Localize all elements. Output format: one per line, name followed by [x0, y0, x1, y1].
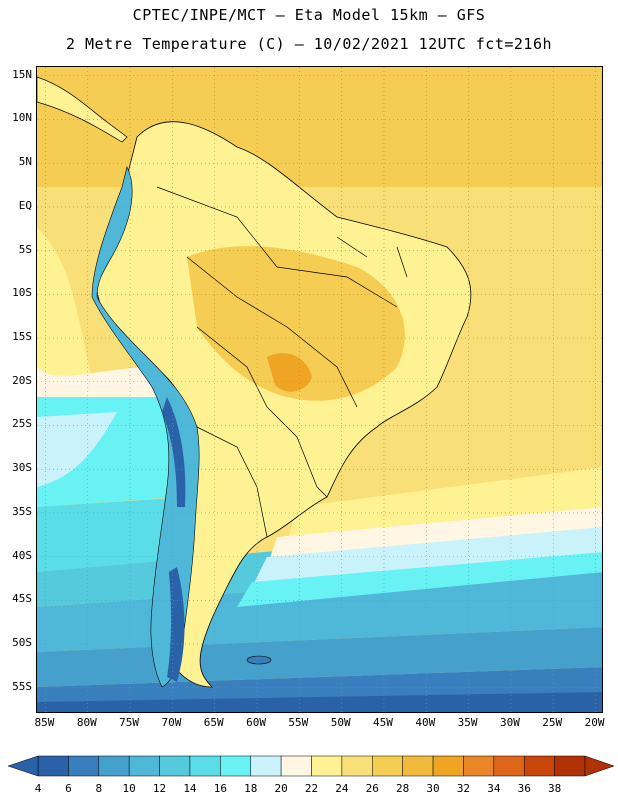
colorbar-swatch — [372, 755, 403, 777]
colorbar-label: 20 — [274, 782, 288, 795]
colorbar-label: 16 — [213, 782, 227, 795]
lat-label: 30S — [12, 461, 32, 475]
lon-label: 25W — [542, 716, 563, 729]
lon-label: 75W — [119, 716, 140, 729]
colorbar-swatch — [68, 755, 100, 777]
lat-label: 55S — [12, 679, 32, 693]
colorbar-max-arrow — [584, 755, 615, 777]
pacific-cool-2 — [37, 412, 117, 487]
patagonia-coldest — [167, 567, 185, 682]
lon-label: 80W — [76, 716, 97, 729]
atlantic-band-3 — [252, 527, 602, 587]
lat-label: EQ — [18, 198, 32, 212]
atlantic-band-4 — [237, 552, 602, 607]
colorbar-label: 36 — [517, 782, 531, 795]
colorbar-swatch — [250, 755, 282, 777]
pantanal-hot-spot — [267, 353, 312, 392]
colorbar-swatch — [463, 755, 495, 777]
colorbar-swatch — [220, 755, 251, 777]
colorbar-swatch — [341, 755, 373, 777]
colorbar-swatch — [523, 755, 555, 777]
colorbar-swatch — [280, 755, 312, 777]
lon-label: 20W — [584, 716, 605, 729]
graticule — [37, 67, 602, 712]
lat-label: 15S — [12, 330, 32, 344]
title-line-1: CPTEC/INPE/MCT – Eta Model 15km – GFS — [132, 6, 486, 24]
south-band-5 — [37, 692, 602, 712]
colorbar-label: 34 — [487, 782, 501, 795]
lon-label: 50W — [330, 716, 351, 729]
colorbar-label: 18 — [244, 782, 258, 795]
colorbar-label: 30 — [426, 782, 440, 795]
colorbar — [7, 755, 615, 777]
lat-label: 5N — [18, 155, 32, 169]
lat-label: 50S — [12, 636, 32, 650]
country-borders — [156, 186, 408, 538]
colorbar-swatch — [189, 755, 221, 777]
central-america-landmass — [37, 76, 128, 143]
lat-label: 40S — [12, 548, 32, 562]
lon-label: 35W — [457, 716, 478, 729]
pacific-band-1 — [37, 227, 97, 397]
colorbar-label: 14 — [183, 782, 197, 795]
colorbar-swatch — [37, 755, 69, 777]
lat-label: 25S — [12, 417, 32, 431]
andes-coldest — [162, 397, 186, 507]
amazon-warm-area — [187, 246, 405, 401]
lat-label: 20S — [12, 373, 32, 387]
colorbar-label: 6 — [65, 782, 72, 795]
lat-label: 35S — [12, 504, 32, 518]
colorbar-label: 22 — [304, 782, 319, 795]
lon-label: 60W — [246, 716, 266, 729]
colorbar-swatch — [128, 755, 160, 777]
colorbar-label: 8 — [95, 782, 103, 795]
north-warm-zone — [37, 67, 602, 187]
colorbar-swatch — [432, 755, 464, 777]
colorbar-min-arrow — [7, 755, 39, 777]
lon-label: 85W — [34, 716, 55, 729]
falkland-islands — [246, 655, 272, 665]
colorbar-label: 32 — [456, 782, 471, 795]
colorbar-swatch — [311, 755, 343, 777]
colorbar-label: 26 — [365, 782, 379, 795]
colorbar-label: 10 — [122, 782, 136, 795]
temperature-map — [36, 66, 603, 713]
colorbar-label: 24 — [335, 782, 349, 795]
colorbar-label: 12 — [152, 782, 167, 795]
colorbar-swatch — [402, 755, 434, 777]
lon-label: 30W — [499, 716, 520, 729]
lon-label: 65W — [203, 716, 224, 729]
title-line-2: 2 Metre Temperature (C) – 10/02/2021 12U… — [65, 35, 553, 53]
colorbar-swatch — [493, 755, 525, 777]
colorbar-label: 38 — [547, 782, 562, 795]
map-canvas — [37, 67, 602, 712]
lat-label: 5S — [18, 242, 32, 256]
lat-label: 10N — [12, 111, 32, 125]
colorbar-swatch — [159, 755, 191, 777]
colorbar-label: 4 — [34, 782, 42, 795]
colorbar-swatch — [98, 755, 130, 777]
colorbar-label: 28 — [396, 782, 410, 795]
lon-label: 40W — [415, 716, 436, 729]
lon-label: 45W — [373, 716, 393, 729]
lat-label: 15N — [12, 67, 32, 81]
colorbar-swatch — [554, 755, 586, 777]
lat-label: 45S — [12, 592, 32, 606]
lon-label: 70W — [161, 716, 182, 729]
lat-label: 10S — [12, 286, 32, 300]
lon-label: 55W — [288, 716, 309, 729]
